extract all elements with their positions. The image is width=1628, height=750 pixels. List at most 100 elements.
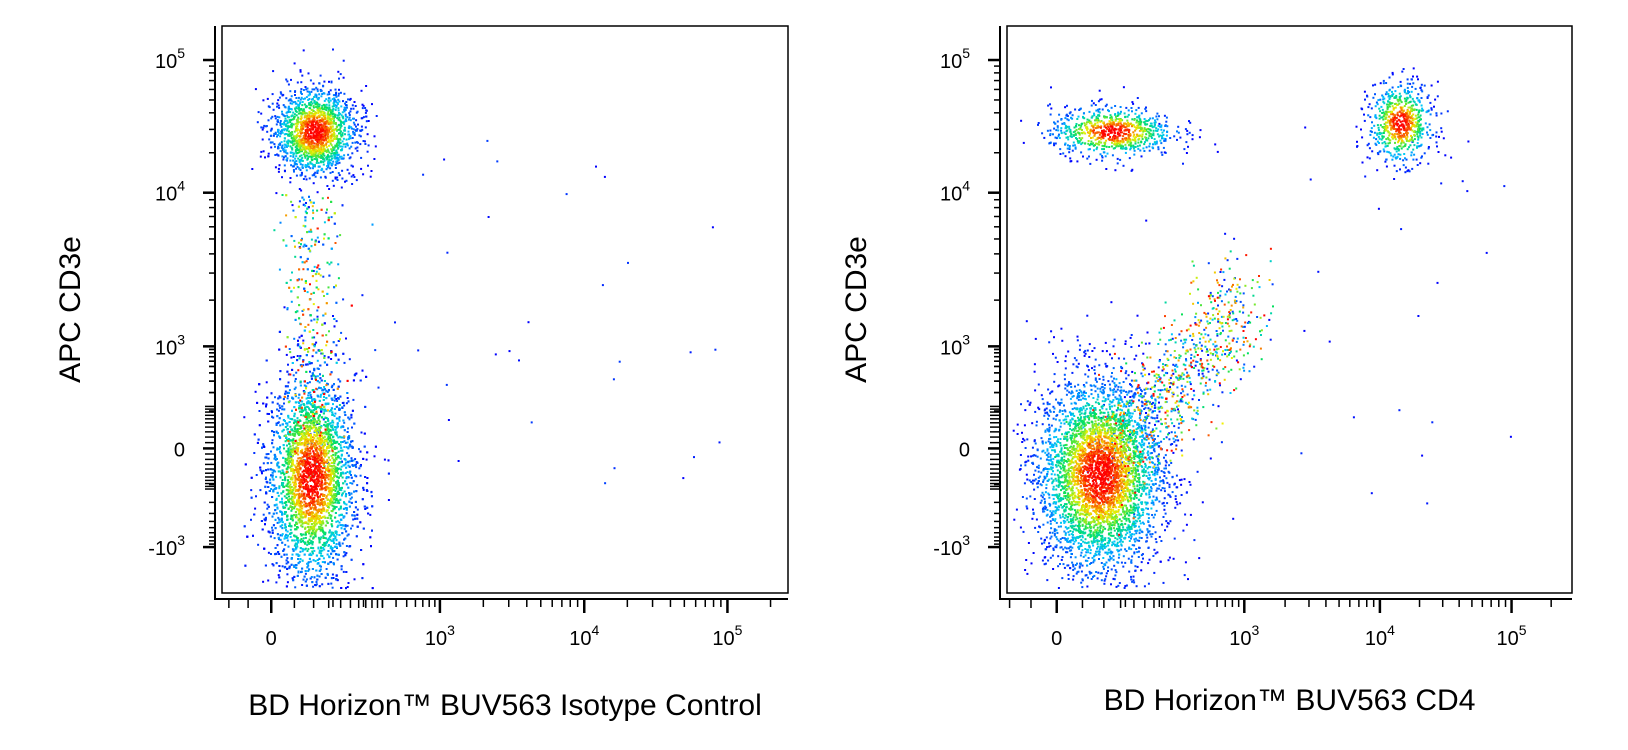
event-point (299, 380, 302, 383)
event-point (331, 157, 333, 160)
event-point (313, 549, 316, 552)
event-point (322, 275, 325, 278)
event-point (295, 160, 298, 163)
event-point (290, 563, 293, 566)
event-point (317, 562, 320, 565)
event-point (336, 520, 339, 523)
event-point (297, 121, 300, 124)
event-point (280, 519, 283, 522)
event-point (337, 157, 340, 160)
event-point (327, 435, 330, 438)
event-point (318, 105, 321, 108)
event-point (293, 544, 296, 547)
event-point (311, 98, 313, 101)
event-point (338, 543, 341, 546)
event-point (366, 506, 369, 509)
event-point (305, 96, 308, 99)
event-point (291, 139, 294, 142)
event-point (297, 142, 300, 145)
event-point (339, 122, 342, 125)
event-point (330, 488, 333, 491)
event-point (332, 403, 334, 406)
event-point (316, 109, 319, 112)
event-point (257, 111, 260, 114)
event-point (365, 85, 368, 87)
event-point (348, 116, 351, 119)
event-point (282, 490, 285, 493)
event-point (279, 124, 282, 126)
event-point (283, 485, 286, 488)
event-point (345, 104, 348, 107)
event-point (312, 374, 315, 377)
event-point (316, 559, 319, 561)
event-point (335, 533, 338, 536)
event-point (308, 177, 311, 180)
event-point (271, 411, 273, 414)
event-point (320, 573, 323, 575)
event-point (291, 491, 294, 494)
event-point (339, 518, 342, 521)
event-point (337, 378, 340, 381)
event-point (338, 521, 341, 524)
event-point (307, 522, 310, 525)
event-point (345, 461, 348, 464)
event-point (295, 521, 298, 524)
event-point (338, 501, 341, 504)
event-point (281, 144, 284, 147)
event-point (306, 90, 309, 93)
event-point (293, 406, 296, 409)
event-point (322, 530, 325, 533)
event-point (327, 162, 329, 165)
event-point (284, 137, 286, 140)
event-point (332, 556, 335, 559)
event-point (360, 125, 363, 128)
event-point (342, 464, 345, 467)
event-point (339, 505, 342, 508)
event-point (335, 482, 338, 485)
event-point (312, 291, 315, 294)
event-point (318, 109, 321, 112)
event-point (317, 161, 320, 164)
event-point (328, 263, 331, 266)
event-point (266, 462, 269, 465)
event-point (315, 420, 318, 423)
event-point (309, 167, 312, 170)
event-point (316, 102, 319, 104)
event-point (277, 421, 280, 424)
event-point (272, 108, 275, 111)
event-point (309, 525, 312, 528)
event-point (337, 425, 339, 428)
event-point (278, 330, 281, 333)
event-point (330, 514, 333, 517)
event-point (279, 470, 282, 473)
event-point (309, 394, 312, 396)
event-point (349, 119, 352, 122)
event-point (291, 204, 294, 207)
event-point (342, 425, 344, 428)
event-point (343, 528, 346, 531)
event-point (360, 117, 363, 120)
event-point (317, 148, 320, 151)
event-point (306, 397, 309, 399)
event-point (279, 525, 282, 528)
event-point (336, 400, 339, 402)
event-point (294, 401, 297, 404)
event-point (352, 117, 354, 120)
event-point (277, 147, 280, 150)
event-point (328, 106, 331, 109)
event-point (308, 408, 311, 411)
event-point (301, 261, 304, 264)
event-point (336, 558, 339, 561)
event-point (282, 428, 285, 431)
event-point (285, 559, 288, 562)
event-point (260, 470, 263, 473)
event-point (337, 385, 340, 388)
event-point (329, 487, 332, 490)
event-point (330, 486, 333, 489)
event-point (294, 386, 297, 389)
event-point (271, 430, 274, 433)
event-point (338, 417, 341, 420)
event-point (353, 514, 356, 517)
event-point (279, 446, 281, 449)
event-point (291, 450, 294, 453)
